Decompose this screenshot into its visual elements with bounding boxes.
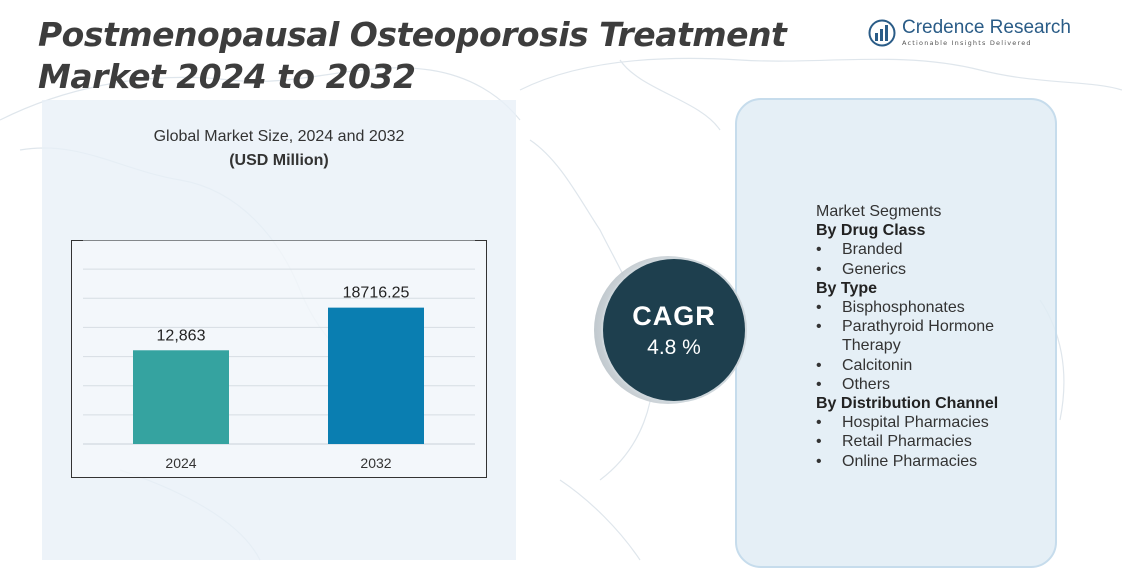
bar-chart: 12,863 2024 18716.25 2032 xyxy=(71,240,487,478)
segment-list: • Bisphosphonates • Parathyroid Hormone Th… xyxy=(816,298,1046,394)
market-segments: Market Segments By Drug Class • Branded •… xyxy=(816,202,1046,471)
chart-panel xyxy=(42,100,516,560)
segment-list: • Branded • Generics xyxy=(816,240,1046,278)
category-label: 2024 xyxy=(165,455,196,471)
page-title: Postmenopausal Osteoporosis Treatment Ma… xyxy=(38,15,787,96)
bar-2024 xyxy=(133,350,229,444)
bullet-icon: • xyxy=(816,241,822,259)
bullet-icon: • xyxy=(816,318,822,336)
data-label: 18716.25 xyxy=(343,285,410,302)
segment-item: • Others xyxy=(816,375,891,393)
cagr-value: 4.8 % xyxy=(647,335,701,359)
logo-name: Credence Research xyxy=(902,17,1071,38)
segment-item: • Calcitonin xyxy=(816,356,913,374)
segment-item: • Generics xyxy=(816,260,907,278)
segment-item: • Branded xyxy=(816,241,903,259)
segment-list: • Hospital Pharmacies • Retail Pharmacies … xyxy=(816,413,1046,471)
cagr-label: CAGR xyxy=(632,300,716,331)
cagr-circle: CAGR 4.8 % xyxy=(603,259,745,401)
category-label: 2032 xyxy=(360,455,391,471)
bullet-icon: • xyxy=(816,356,822,374)
segment-group-title: By Distribution Channel xyxy=(816,395,999,413)
segment-item: • Online Pharmacies xyxy=(816,452,978,470)
bullet-icon: • xyxy=(816,299,822,317)
segment-item: • Retail Pharmacies xyxy=(816,433,972,451)
brand-logo[interactable]: Credence Research Actionable Insights De… xyxy=(868,18,1071,47)
bullet-icon: • xyxy=(816,375,822,393)
segment-group-title: By Drug Class xyxy=(816,222,926,240)
segment-item: • Bisphosphonates xyxy=(816,299,965,317)
segments-panel xyxy=(735,98,1057,568)
chart-unit: (USD Million) xyxy=(229,152,329,169)
segments-heading: Market Segments xyxy=(816,203,942,220)
logo-tagline: Actionable Insights Delivered xyxy=(902,39,1032,47)
bar-chart-logo-icon xyxy=(868,19,896,46)
segment-item: • Parathyroid Hormone Therapy xyxy=(816,318,995,355)
segment-item: • Hospital Pharmacies xyxy=(816,414,989,432)
bullet-icon: • xyxy=(816,414,822,432)
segment-group-title: By Type xyxy=(816,279,878,297)
cagr-badge: CAGR 4.8 % xyxy=(572,255,745,405)
bullet-icon: • xyxy=(816,433,822,451)
chart-title: Global Market Size, 2024 and 2032 xyxy=(153,128,405,145)
bar-2032 xyxy=(328,307,424,444)
data-label: 12,863 xyxy=(157,327,206,344)
bullet-icon: • xyxy=(816,452,822,470)
bullet-icon: • xyxy=(816,260,822,278)
